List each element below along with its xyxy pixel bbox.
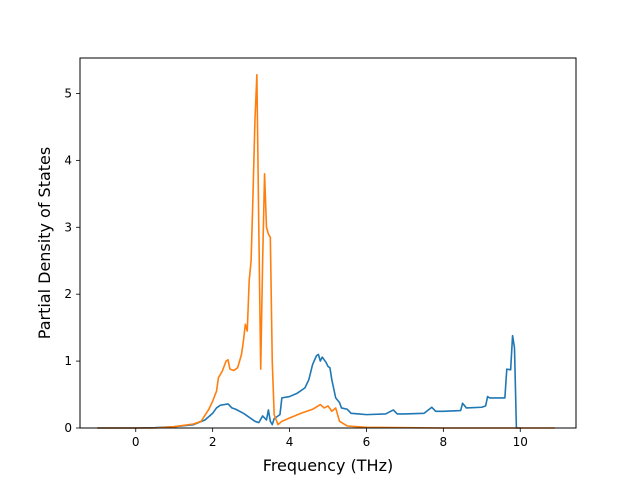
y-tick-label: 2 <box>64 287 72 301</box>
x-axis-label: Frequency (THz) <box>263 456 393 475</box>
y-axis-label: Partial Density of States <box>35 147 54 339</box>
x-tick-label: 6 <box>363 435 371 449</box>
y-ticks: 0 1 2 3 4 5 <box>64 86 80 435</box>
series-line-2 <box>97 73 555 429</box>
y-tick-label: 3 <box>64 220 72 234</box>
y-tick-label: 5 <box>64 86 72 100</box>
x-ticks: 0 2 4 6 8 10 <box>132 428 528 449</box>
x-tick-label: 0 <box>132 435 140 449</box>
series-line-1 <box>97 334 521 429</box>
x-tick-label: 10 <box>513 435 528 449</box>
series-layer <box>97 73 555 429</box>
y-tick-label: 1 <box>64 354 72 368</box>
x-tick-label: 8 <box>440 435 448 449</box>
y-tick-label: 4 <box>64 153 72 167</box>
y-tick-label: 0 <box>64 421 72 435</box>
plot-frame <box>79 57 577 429</box>
x-tick-label: 4 <box>286 435 294 449</box>
x-tick-label: 2 <box>209 435 217 449</box>
